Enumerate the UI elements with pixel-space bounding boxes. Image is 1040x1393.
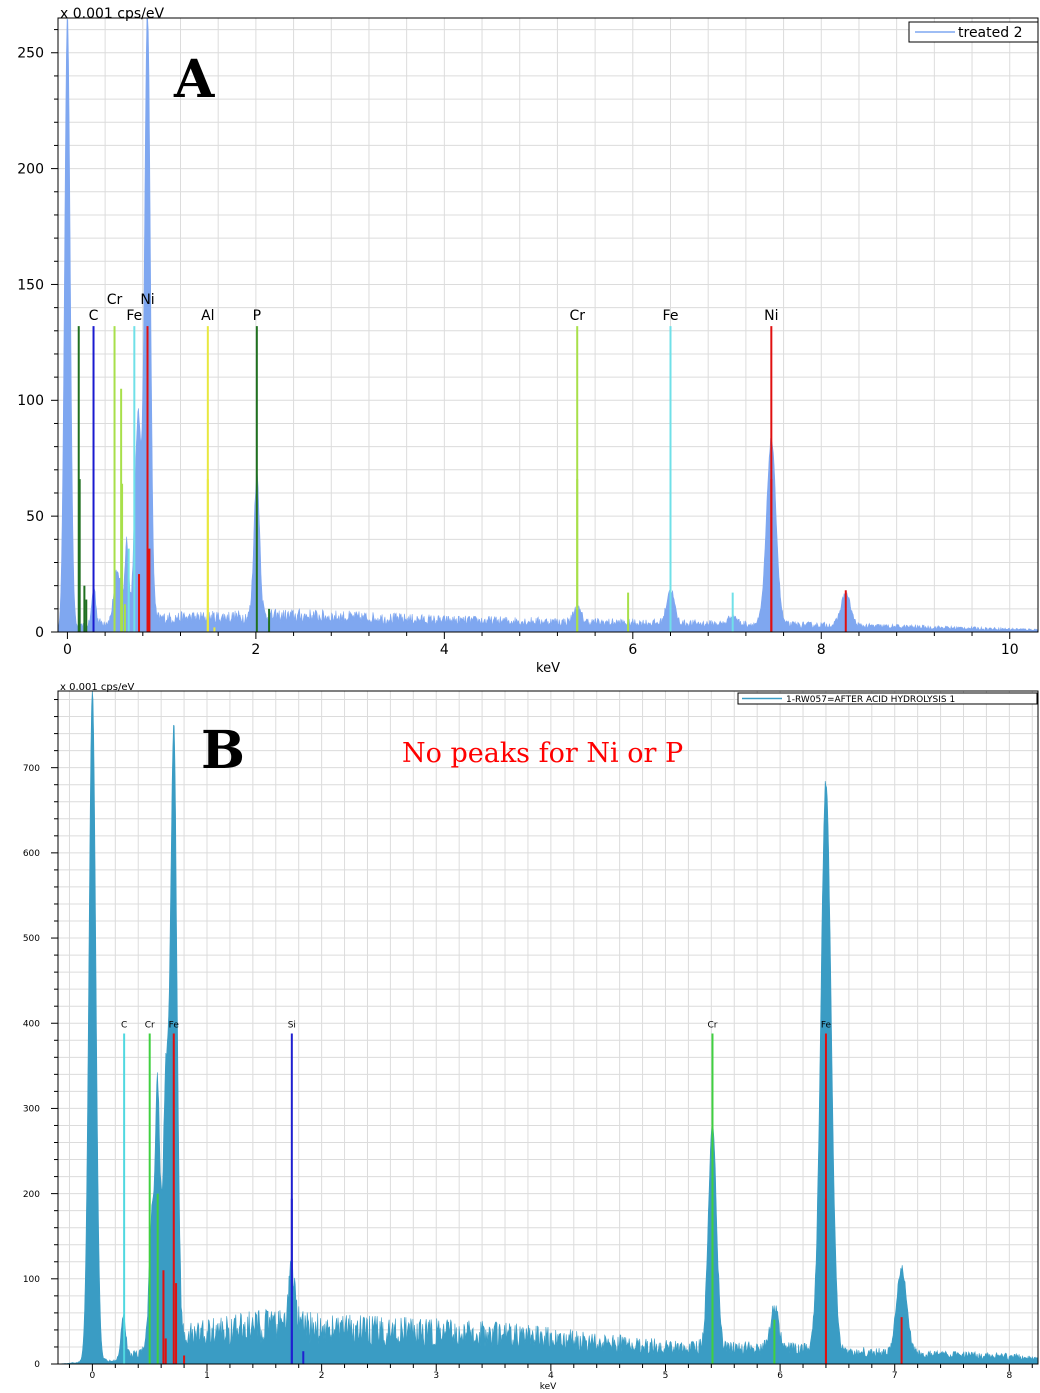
legend: 1-RW057=AFTER ACID HYDROLYSIS 1 — [737, 692, 1038, 705]
annotation: No peaks for Ni or P — [402, 738, 683, 769]
y-tick-label: 300 — [23, 1105, 40, 1115]
x-tick-label: 7 — [892, 1371, 898, 1381]
x-axis-label: keV — [540, 1382, 557, 1392]
spectrum-area — [57, 17, 1039, 633]
x-tick-label: 2 — [319, 1371, 325, 1381]
x-tick-label: 4 — [548, 1371, 554, 1381]
element-label: Al — [201, 308, 214, 324]
spectrum-area — [57, 690, 1039, 1365]
plot-frame — [57, 17, 1039, 633]
panel-label: B — [201, 720, 245, 781]
legend: treated 2 — [908, 21, 1039, 43]
y-tick-label: 50 — [26, 509, 44, 525]
gridlines — [58, 18, 1038, 633]
element-label: Cr — [707, 1020, 717, 1030]
x-tick-label: 4 — [440, 642, 449, 658]
spectrum-series — [57, 690, 1039, 1365]
x-axis-label: keV — [536, 661, 560, 676]
x-tick-label: 3 — [433, 1371, 439, 1381]
axes — [51, 690, 1039, 1371]
x-tick-label: 1 — [204, 1371, 210, 1381]
y-tick-label: 250 — [17, 46, 44, 62]
element-label: Cr — [145, 1020, 155, 1030]
x-tick-label: 2 — [251, 642, 260, 658]
element-label: P — [253, 308, 261, 324]
element-label: Fe — [821, 1020, 832, 1030]
element-label: C — [89, 308, 99, 324]
y-unit-label: x 0.001 cps/eV — [60, 682, 134, 693]
y-tick-label: 200 — [17, 162, 44, 178]
element-label: Ni — [140, 292, 154, 308]
element-label: C — [121, 1020, 127, 1030]
y-tick-label: 0 — [35, 625, 44, 641]
x-tick-label: 8 — [1006, 1371, 1012, 1381]
y-tick-label: 150 — [17, 277, 44, 293]
y-tick-label: 200 — [23, 1190, 40, 1200]
y-unit-label: x 0.001 cps/eV — [60, 6, 164, 22]
x-tick-label: 0 — [90, 1371, 96, 1381]
x-tick-label: 5 — [663, 1371, 669, 1381]
x-tick-label: 6 — [777, 1371, 783, 1381]
y-tick-label: 600 — [23, 849, 40, 859]
element-label: Cr — [569, 308, 585, 324]
x-tick-label: 6 — [628, 642, 637, 658]
element-label: Si — [288, 1020, 296, 1030]
x-tick-label: 8 — [817, 642, 826, 658]
spectrum-series — [57, 17, 1039, 633]
y-tick-label: 400 — [23, 1019, 40, 1029]
axes — [51, 17, 1039, 639]
element-label: Fe — [663, 308, 679, 324]
chart-panel-b: C Cr Fe Si Cr Fe 0 1 2 3 4 5 6 7 8 0 100 200 300 400 500 600… — [23, 682, 1039, 1392]
x-tick-label: 10 — [1001, 642, 1019, 658]
plot-frame — [57, 690, 1039, 1365]
y-tick-label: 700 — [23, 764, 40, 774]
element-label: Fe — [169, 1020, 180, 1030]
y-tick-label: 500 — [23, 934, 40, 944]
panel-label: A — [173, 49, 215, 110]
legend-entry: 1-RW057=AFTER ACID HYDROLYSIS 1 — [786, 695, 955, 705]
element-label: Cr — [107, 292, 123, 308]
element-label: Fe — [126, 308, 142, 324]
y-tick-label: 0 — [34, 1360, 40, 1370]
element-markers: C Cr Fe Si Cr Fe — [121, 1020, 903, 1364]
tick-labels: 0 1 2 3 4 5 6 7 8 0 100 200 300 400 500 600 700 — [23, 764, 1013, 1381]
element-label: Ni — [764, 308, 778, 324]
y-tick-label: 100 — [17, 393, 44, 409]
y-tick-label: 100 — [23, 1275, 40, 1285]
gridlines — [58, 691, 1038, 1365]
x-tick-label: 0 — [63, 642, 72, 658]
legend-entry: treated 2 — [958, 25, 1022, 41]
